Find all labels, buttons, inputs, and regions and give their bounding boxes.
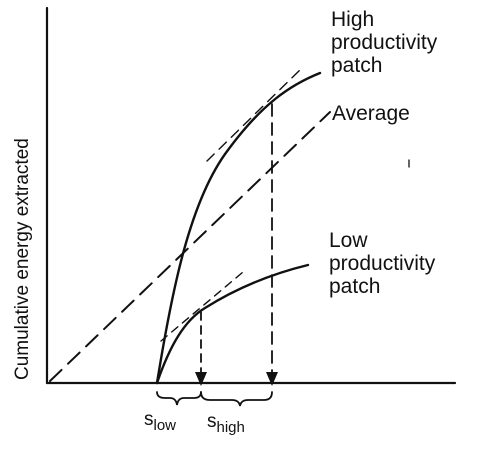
average-line (49, 111, 331, 382)
high-drop-arrowhead (266, 372, 278, 386)
low-tangent-line (160, 271, 244, 342)
s-high-brace (200, 391, 273, 407)
low-drop-arrowhead (195, 372, 207, 386)
s-low-brace (156, 391, 202, 406)
high-productivity-curve (155, 71, 322, 385)
y-axis-label: Cumulative energy extracted (12, 138, 33, 380)
low-productivity-label: Low productivity patch (329, 229, 436, 298)
high-productivity-label: High productivity patch (331, 8, 438, 77)
s-high-label: shigh (207, 411, 245, 436)
low-productivity-curve (155, 263, 310, 385)
s-low-label: slow (144, 409, 177, 434)
high-tangent-line (206, 65, 305, 162)
average-label: Average (332, 102, 410, 125)
